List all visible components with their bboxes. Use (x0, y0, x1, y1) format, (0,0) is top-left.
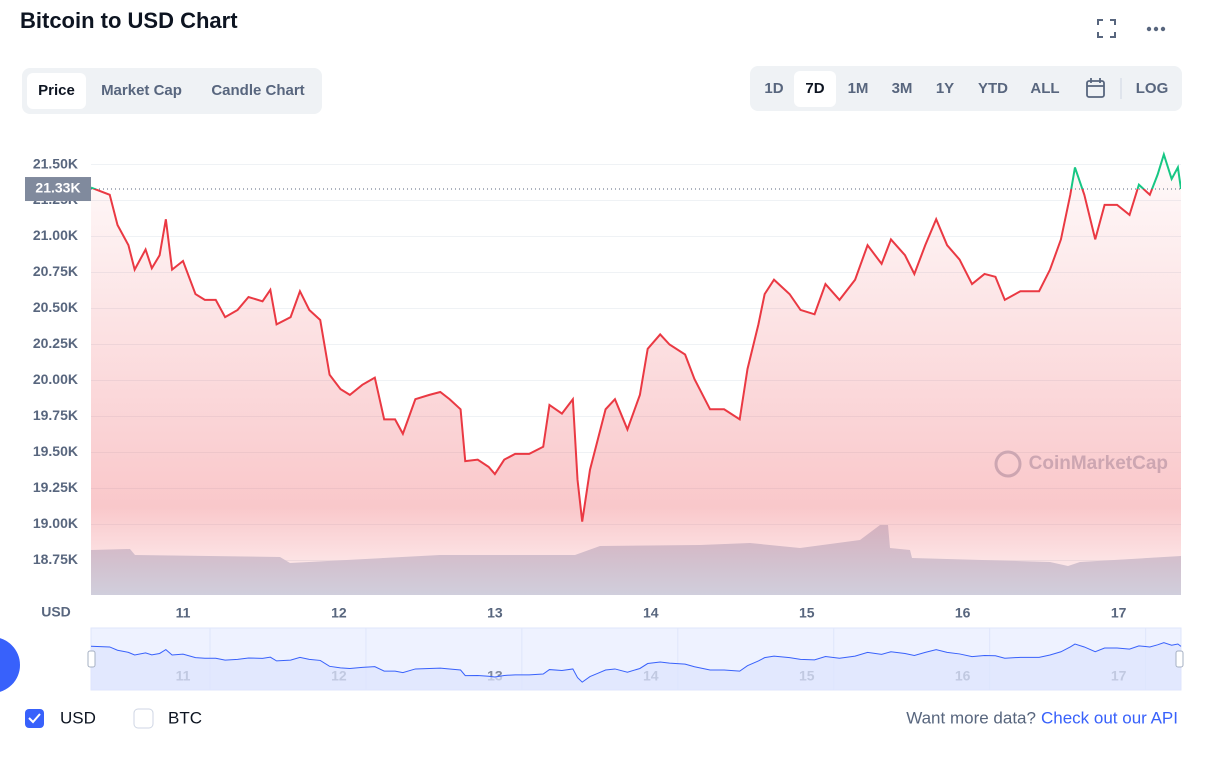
checkbox[interactable] (133, 708, 154, 729)
price-area (91, 154, 1181, 595)
y-tick-label: 19.25K (33, 479, 78, 495)
checkbox[interactable] (25, 709, 44, 728)
y-tick-label: 19.75K (33, 407, 78, 423)
x-tick-label: 13 (487, 605, 503, 621)
y-tick-label: 19.00K (33, 515, 78, 531)
log-button[interactable]: LOG (1136, 80, 1169, 97)
range-button[interactable]: YTD (978, 80, 1008, 97)
price-line (91, 189, 1181, 522)
navigator-handle[interactable] (1175, 650, 1184, 668)
currency-label[interactable]: BTC (168, 708, 202, 727)
y-tick-label: 21.50K (33, 155, 78, 171)
y-tick-label: 21.00K (33, 227, 78, 243)
y-tick-label: 19.50K (33, 443, 78, 459)
y-tick-label: 20.00K (33, 371, 78, 387)
x-tick-label: 11 (176, 605, 191, 621)
currency-label[interactable]: USD (60, 708, 96, 727)
tab[interactable]: Candle Chart (211, 82, 304, 99)
range-button[interactable]: 7D (805, 80, 824, 97)
range-button[interactable]: 1D (764, 80, 783, 97)
navigator-handle[interactable] (87, 650, 96, 668)
range-button[interactable]: 1Y (936, 80, 954, 97)
tab[interactable]: Market Cap (101, 82, 182, 99)
x-tick-label: 12 (331, 605, 347, 621)
range-button[interactable]: 1M (848, 80, 869, 97)
fullscreen-icon[interactable] (1097, 19, 1116, 38)
range-button[interactable]: 3M (892, 80, 913, 97)
footer-prompt: Want more data? (906, 708, 1036, 727)
y-tick-label: 18.75K (33, 551, 78, 567)
range-active (794, 71, 836, 107)
tab-group (22, 68, 322, 114)
reference-label: 21.33K (35, 180, 80, 196)
x-tick-label: 16 (955, 605, 971, 621)
x-tick-label: 17 (1111, 605, 1127, 621)
more-icon[interactable] (1146, 26, 1166, 32)
tab-active (27, 73, 86, 109)
x-tick-label: 15 (799, 605, 815, 621)
y-tick-label: 20.75K (33, 263, 78, 279)
check-mark (28, 713, 41, 724)
side-widget[interactable] (0, 637, 20, 693)
range-button[interactable]: ALL (1030, 80, 1059, 97)
calendar-icon[interactable] (1086, 78, 1105, 98)
y-tick-label: 20.50K (33, 299, 78, 315)
tab[interactable]: Price (38, 82, 75, 99)
y-axis-label: USD (41, 604, 71, 620)
reference-badge (25, 177, 91, 202)
chart-title: Bitcoin to USD Chart (20, 8, 238, 33)
y-tick-label: 20.25K (33, 335, 78, 351)
range-group (750, 66, 1182, 111)
api-link[interactable]: Check out our API (1041, 708, 1178, 727)
navigator-line (90, 642, 1182, 683)
x-tick-label: 14 (643, 605, 659, 621)
